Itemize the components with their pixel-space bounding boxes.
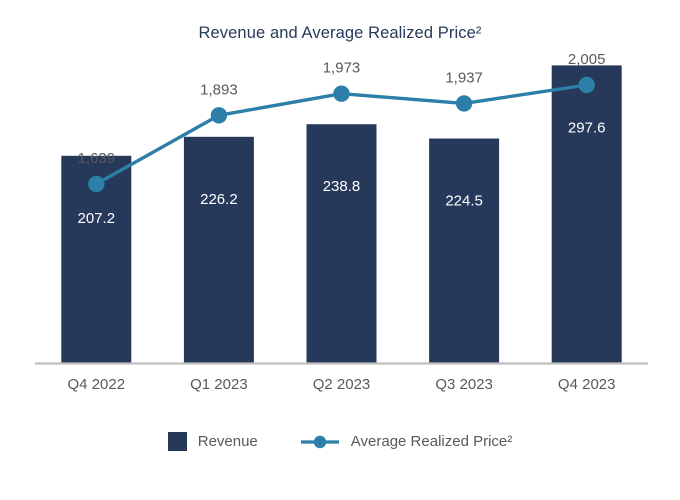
bar-value-label: 226.2 <box>200 191 238 208</box>
line-marker-q2-2023[interactable] <box>333 85 350 102</box>
bar-q4-2023[interactable] <box>551 65 622 364</box>
bar-value-label: 238.8 <box>323 178 361 195</box>
bar-q1-2023[interactable] <box>183 136 254 363</box>
legend-item-average-realized-price[interactable]: Average Realized Price² <box>300 433 512 450</box>
x-axis-label-q1-2023: Q1 2023 <box>190 376 248 393</box>
legend-item-revenue[interactable]: Revenue <box>167 432 258 451</box>
legend-item-label: Revenue <box>197 433 258 450</box>
x-axis-label-q2-2023: Q2 2023 <box>313 376 371 393</box>
bar-value-label: 224.5 <box>445 193 483 210</box>
line-marker-q4-2022[interactable] <box>88 175 105 193</box>
legend-swatch-square-icon <box>167 432 187 451</box>
legend-item-label: Average Realized Price² <box>350 433 513 450</box>
x-axis-tick-labels-group: Q4 2022 Q1 2023 Q2 2023 Q3 2023 Q4 2023 <box>68 376 616 393</box>
x-axis-label-q4-2022: Q4 2022 <box>68 376 126 393</box>
line-marker-q1-2023[interactable] <box>210 107 228 124</box>
line-marker-q4-2023[interactable] <box>578 76 595 94</box>
bar-value-label: 297.6 <box>568 119 606 136</box>
line-value-label: 2,005 <box>568 51 606 68</box>
bar-value-label: 207.2 <box>78 210 116 227</box>
bar-series-group <box>61 65 622 364</box>
line-value-label: 1,639 <box>78 150 116 167</box>
legend-swatch-line-circle-icon <box>300 434 340 450</box>
chart-legend: Revenue Average Realized Price² <box>0 432 680 451</box>
bar-q2-2023[interactable] <box>306 124 377 363</box>
line-value-label: 1,937 <box>445 69 483 86</box>
line-marker-q3-2023[interactable] <box>455 95 473 112</box>
line-value-label: 1,893 <box>200 81 238 98</box>
line-data-labels-group: 1,639 1,893 1,973 1,937 2,005 <box>78 51 606 167</box>
chart-title: Revenue and Average Realized Price² <box>198 24 482 42</box>
line-series-group <box>88 76 595 193</box>
x-axis-label-q4-2023: Q4 2023 <box>558 376 616 393</box>
bar-data-labels-group: 207.2 226.2 238.8 224.5 297.6 <box>78 119 606 226</box>
bar-q3-2023[interactable] <box>429 138 500 364</box>
x-axis-label-q3-2023: Q3 2023 <box>435 376 493 393</box>
line-value-label: 1,973 <box>323 60 361 77</box>
